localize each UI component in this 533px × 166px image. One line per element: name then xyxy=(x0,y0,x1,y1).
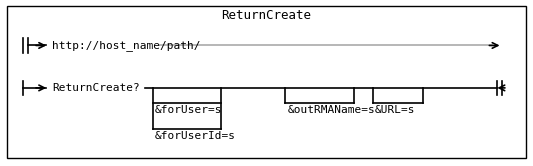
Text: ReturnCreate: ReturnCreate xyxy=(222,9,311,22)
Text: &URL=s: &URL=s xyxy=(375,105,416,115)
Text: ReturnCreate?: ReturnCreate? xyxy=(52,83,140,93)
Text: &forUserId=s: &forUserId=s xyxy=(155,131,236,141)
Text: &outRMAName=s: &outRMAName=s xyxy=(288,105,375,115)
Text: http://host_name/path/: http://host_name/path/ xyxy=(52,40,200,51)
Text: &forUser=s: &forUser=s xyxy=(155,105,223,115)
